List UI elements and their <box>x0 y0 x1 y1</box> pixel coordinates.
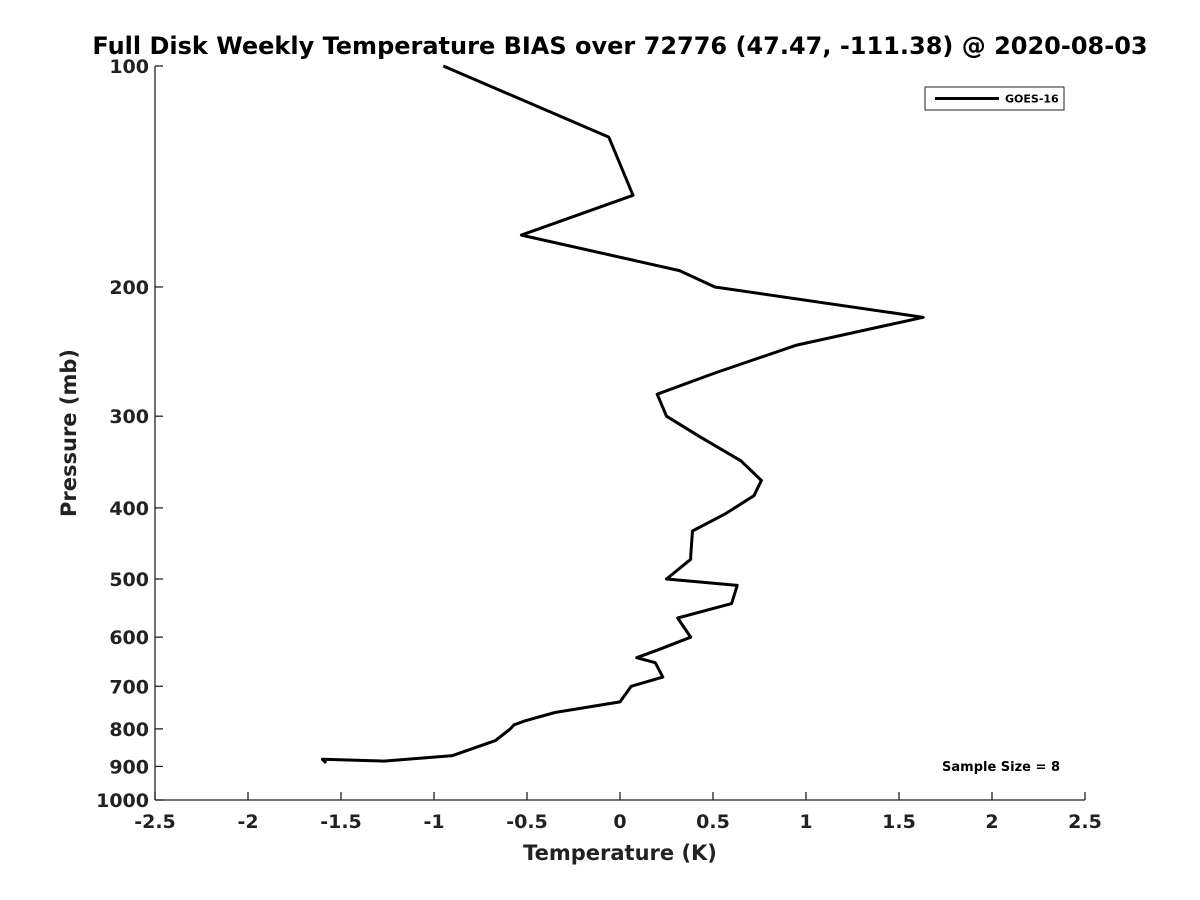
x-ticks: -2.5 -2 -1.5 -1 -0.5 0 0.5 1 1.5 2 2.5 <box>134 792 1102 833</box>
x-tick-label: 2.5 <box>1068 811 1102 833</box>
x-tick-label: 0 <box>613 811 626 833</box>
y-tick-label: 200 <box>109 277 149 299</box>
legend: GOES-16 <box>924 86 1065 111</box>
y-axis-label: Pressure (mb) <box>57 349 81 517</box>
y-tick-label: 800 <box>109 719 149 741</box>
x-tick-label: 1.5 <box>882 811 916 833</box>
legend-label-goes-16: GOES-16 <box>1005 93 1059 106</box>
y-tick-label: 700 <box>109 676 149 698</box>
y-tick-label: 1000 <box>96 790 149 812</box>
x-tick-label: 2 <box>985 811 998 833</box>
y-tick-label: 400 <box>109 498 149 520</box>
y-tick-label: 500 <box>109 569 149 591</box>
x-tick-label: 0.5 <box>696 811 730 833</box>
x-tick-label: -1 <box>423 811 444 833</box>
sample-size-annotation: Sample Size = 8 <box>942 760 1060 775</box>
y-tick-label: 100 <box>109 56 149 78</box>
y-tick-label: 300 <box>109 406 149 428</box>
series-layer <box>320 64 925 764</box>
x-tick-label: -0.5 <box>506 811 548 833</box>
y-ticks: 100 200 300 400 500 600 700 800 900 1000 <box>96 56 163 812</box>
x-tick-label: -2.5 <box>134 811 176 833</box>
chart-title: Full Disk Weekly Temperature BIAS over 7… <box>92 32 1147 60</box>
y-tick-label: 900 <box>109 756 149 778</box>
x-tick-label: 1 <box>799 811 812 833</box>
x-tick-label: -1.5 <box>320 811 362 833</box>
x-tick-label: -2 <box>237 811 258 833</box>
y-tick-label: 600 <box>109 627 149 649</box>
x-axis-label: Temperature (K) <box>523 841 717 865</box>
series-line-goes-16 <box>320 64 925 764</box>
plot-axes <box>154 66 1085 801</box>
